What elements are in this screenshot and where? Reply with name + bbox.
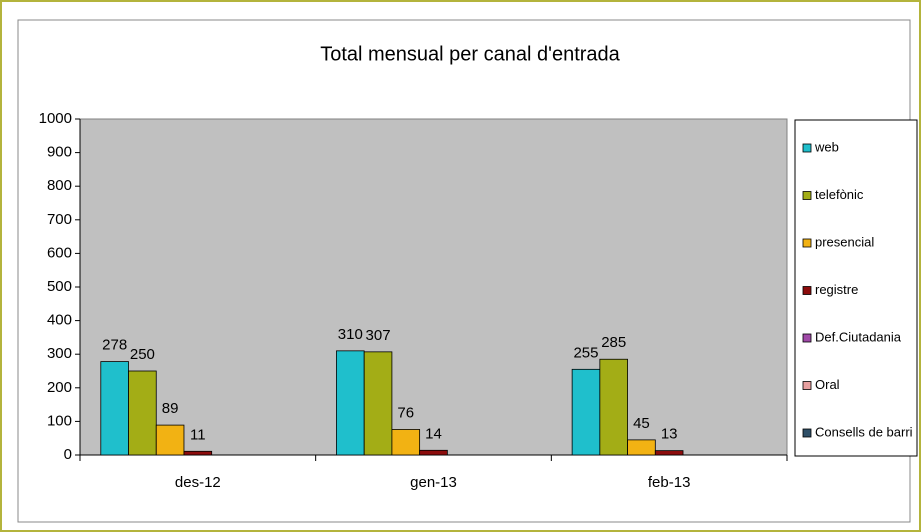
y-tick-label: 400 [47, 312, 72, 329]
legend-label: telefònic [815, 187, 864, 202]
x-tick-label: feb-13 [648, 474, 691, 491]
value-label: 76 [397, 404, 414, 421]
bar [419, 449, 448, 456]
bar [571, 368, 601, 456]
y-tick-label: 1000 [39, 110, 72, 127]
y-tick-label: 800 [47, 177, 72, 194]
bar [183, 450, 213, 456]
bar [599, 358, 628, 456]
y-tick-label: 300 [47, 345, 72, 362]
chart-title: Total mensual per canal d'entrada [320, 43, 620, 65]
value-label: 255 [573, 344, 598, 361]
bar [654, 450, 684, 456]
value-label: 310 [338, 326, 363, 343]
y-tick-label: 600 [47, 244, 72, 261]
value-label: 250 [130, 346, 155, 363]
bar [100, 361, 129, 456]
y-tick-label: 500 [47, 278, 72, 295]
bar [336, 350, 365, 456]
y-tick-label: 700 [47, 211, 72, 228]
legend-label: registre [815, 282, 858, 297]
legend-swatch [802, 333, 812, 343]
y-tick-label: 200 [47, 379, 72, 396]
value-label: 14 [425, 425, 442, 442]
legend-swatch [802, 428, 812, 438]
legend-swatch [802, 238, 812, 248]
bar [363, 351, 393, 456]
bar [391, 429, 421, 456]
bar [128, 370, 157, 456]
legend-label: Def.Ciutadania [815, 329, 902, 344]
legend-swatch [802, 143, 812, 153]
value-label: 307 [366, 327, 391, 344]
legend-label: Oral [815, 377, 840, 392]
legend-label: Consells de barri [815, 424, 913, 439]
legend-label: web [814, 139, 839, 154]
legend-label: presencial [815, 234, 874, 249]
value-label: 285 [601, 334, 626, 351]
value-label: 11 [190, 426, 206, 443]
value-label: 45 [633, 415, 650, 432]
legend-swatch [802, 381, 812, 390]
x-tick-label: gen-13 [410, 474, 457, 491]
value-label: 278 [102, 337, 127, 354]
x-tick-label: des-12 [175, 474, 221, 491]
bar [155, 424, 185, 456]
y-tick-label: 100 [47, 412, 72, 429]
value-label: 13 [661, 426, 678, 443]
bar [627, 439, 656, 456]
legend-swatch [802, 286, 812, 295]
legend [794, 119, 918, 457]
value-label: 89 [162, 400, 179, 417]
y-tick-label: 900 [47, 144, 72, 161]
plot-area [79, 118, 788, 456]
y-tick-label: 0 [64, 446, 72, 463]
legend-swatch [802, 191, 812, 200]
